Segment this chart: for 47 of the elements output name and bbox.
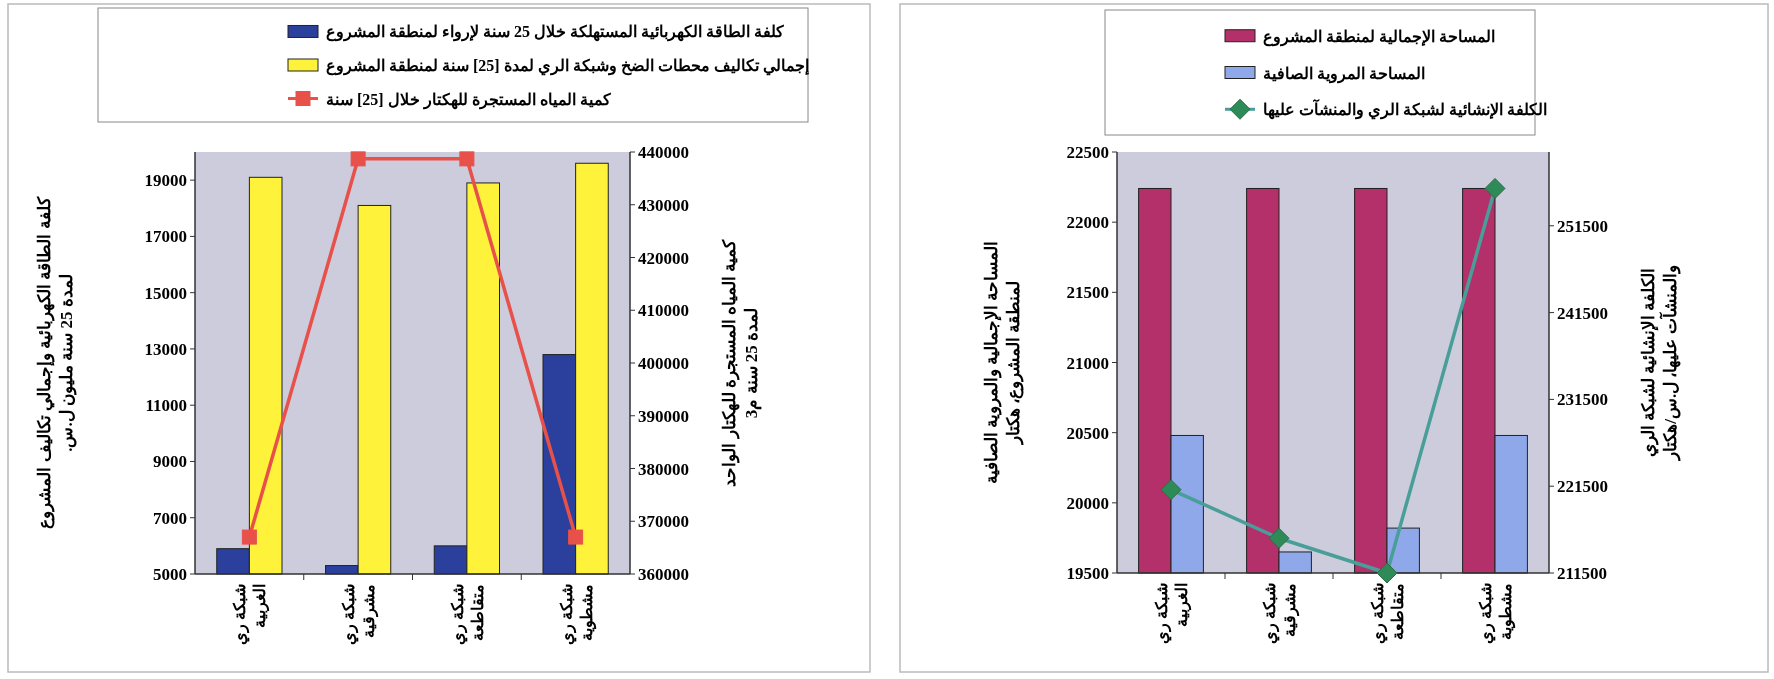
y2-tick-label: 231500	[1557, 390, 1608, 410]
y-tick-label: 21000	[1066, 353, 1109, 373]
y-axis-title: المساحة الإجمالية والمروية الصافية لمنطقة المشروع، هكتار	[982, 240, 1024, 485]
y-tick-label: 22500	[1066, 143, 1109, 162]
y-tick-label: 17000	[144, 227, 187, 247]
y2-tick-label: 380000	[638, 459, 689, 479]
y-tick-label: 7000	[153, 508, 187, 528]
legend-label: كمية المياه المستجرة للهكتار خلال [25] سنة	[326, 90, 611, 110]
x-tick-label: شبكة ري متقاطعة	[448, 584, 486, 645]
x-tick-label: شبكة ري الغربية	[231, 584, 271, 645]
y2-tick-label: 400000	[638, 354, 689, 373]
y2-tick-label: 241500	[1557, 303, 1608, 323]
y2-tick-label: 221500	[1557, 477, 1608, 497]
y-tick-label: 19500	[1066, 564, 1109, 583]
y2-axis-title: كمية المياه المستجرة للهكتار الواحد لمدة 25 سنة م3	[720, 238, 762, 487]
y2-tick-label: 430000	[638, 195, 689, 215]
y2-tick-label: 251500	[1557, 216, 1608, 236]
x-tick-label: شبكة ري الغربية	[1153, 583, 1192, 644]
y2-tick-label: 370000	[638, 512, 689, 532]
y-tick-label: 19000	[144, 171, 187, 191]
y2-tick-label: 410000	[638, 301, 689, 321]
x-tick-label: شبكة ري مشرقية	[1261, 583, 1300, 644]
legend-label: الكلفة الإنشائية لشبكة الري والمنشآت عليها	[1263, 98, 1547, 121]
y2-tick-label: 390000	[638, 406, 689, 426]
y-tick-label: 5000	[153, 565, 187, 584]
y-tick-label: 9000	[153, 452, 187, 472]
x-tick-label: شبكة ري مشطوية	[1477, 583, 1516, 644]
y-tick-label: 21500	[1066, 283, 1109, 303]
x-tick-label: شبكة ري مشرقية	[340, 584, 380, 645]
y2-tick-label: 211500	[1557, 564, 1608, 583]
y-tick-label: 15000	[144, 283, 187, 303]
y-tick-label: 22000	[1066, 213, 1109, 233]
legend-label: المساحة المروية الصافية	[1263, 64, 1425, 84]
y-tick-label: 20500	[1066, 423, 1109, 443]
y2-axis-title: الكلفة الإنشائية لشبكة الري والمنشآت عليها، ل.س/هكتار	[1639, 265, 1681, 462]
legend-label: المساحة الإجمالية لمنطقة المشروع	[1263, 27, 1495, 47]
y-tick-label: 20000	[1066, 493, 1109, 513]
y2-tick-label: 440000	[638, 143, 689, 162]
x-tick-label: شبكة ري متقاطعة	[1369, 583, 1406, 644]
y-axis-title: كلفة الطاقة الكهربائية وإجمالي تكاليف المشروع لمدة 25 سنة مليون ل.س.	[35, 196, 77, 529]
x-tick-label: شبكة ري مشطوية	[557, 584, 597, 645]
legend-label: إجمالي تكاليف محطات الضخ وشبكة الري لمدة [25] سنة لمنطقة المشروع	[326, 57, 809, 76]
y2-tick-label: 420000	[638, 248, 689, 268]
y-tick-label: 13000	[144, 339, 187, 359]
legend-label: كلفة الطاقة الكهربائية المستهلكة خلال 25 سنة لإرواء لمنطقة المشروع	[326, 23, 784, 43]
y-tick-label: 11000	[145, 396, 187, 416]
y2-tick-label: 360000	[638, 565, 689, 584]
